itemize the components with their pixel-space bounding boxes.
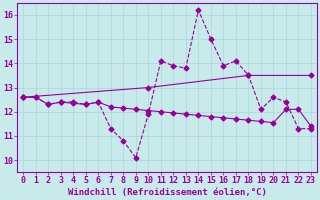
X-axis label: Windchill (Refroidissement éolien,°C): Windchill (Refroidissement éolien,°C) bbox=[68, 188, 267, 197]
